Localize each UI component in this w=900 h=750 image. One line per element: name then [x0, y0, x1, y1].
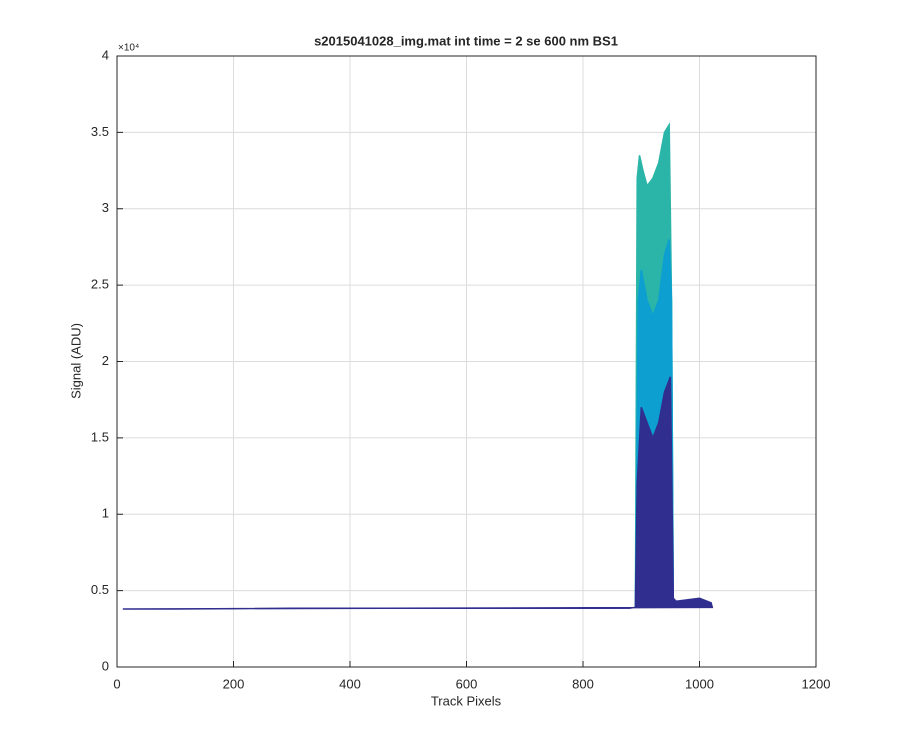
area — [122, 376, 714, 610]
y-tick-label: 1 — [102, 506, 109, 521]
y-tick-label: 1.5 — [91, 429, 109, 444]
y-tick-label: 0 — [102, 658, 109, 673]
y-tick-label: 2.5 — [91, 277, 109, 292]
chart-title: s2015041028_img.mat int time = 2 se 600 … — [314, 33, 618, 48]
y-tick-label: 4 — [102, 47, 109, 62]
plot-frame — [116, 55, 817, 668]
y-tick-label: 3.5 — [91, 124, 109, 139]
x-tick-label: 1200 — [802, 676, 831, 691]
x-tick-label: 0 — [113, 676, 120, 691]
y-multiplier: ×10⁴ — [118, 43, 139, 54]
x-tick-label: 600 — [456, 676, 478, 691]
x-tick-label: 400 — [339, 676, 361, 691]
y-tick-label: 0.5 — [91, 582, 109, 597]
x-axis-label: Track Pixels — [431, 693, 502, 708]
y-tick-label: 3 — [102, 200, 109, 215]
y-tick-label: 2 — [102, 353, 109, 368]
y-axis-label: Signal (ADU) — [68, 323, 83, 399]
x-tick-label: 800 — [572, 676, 594, 691]
x-tick-label: 1000 — [685, 676, 714, 691]
x-tick-label: 200 — [223, 676, 245, 691]
